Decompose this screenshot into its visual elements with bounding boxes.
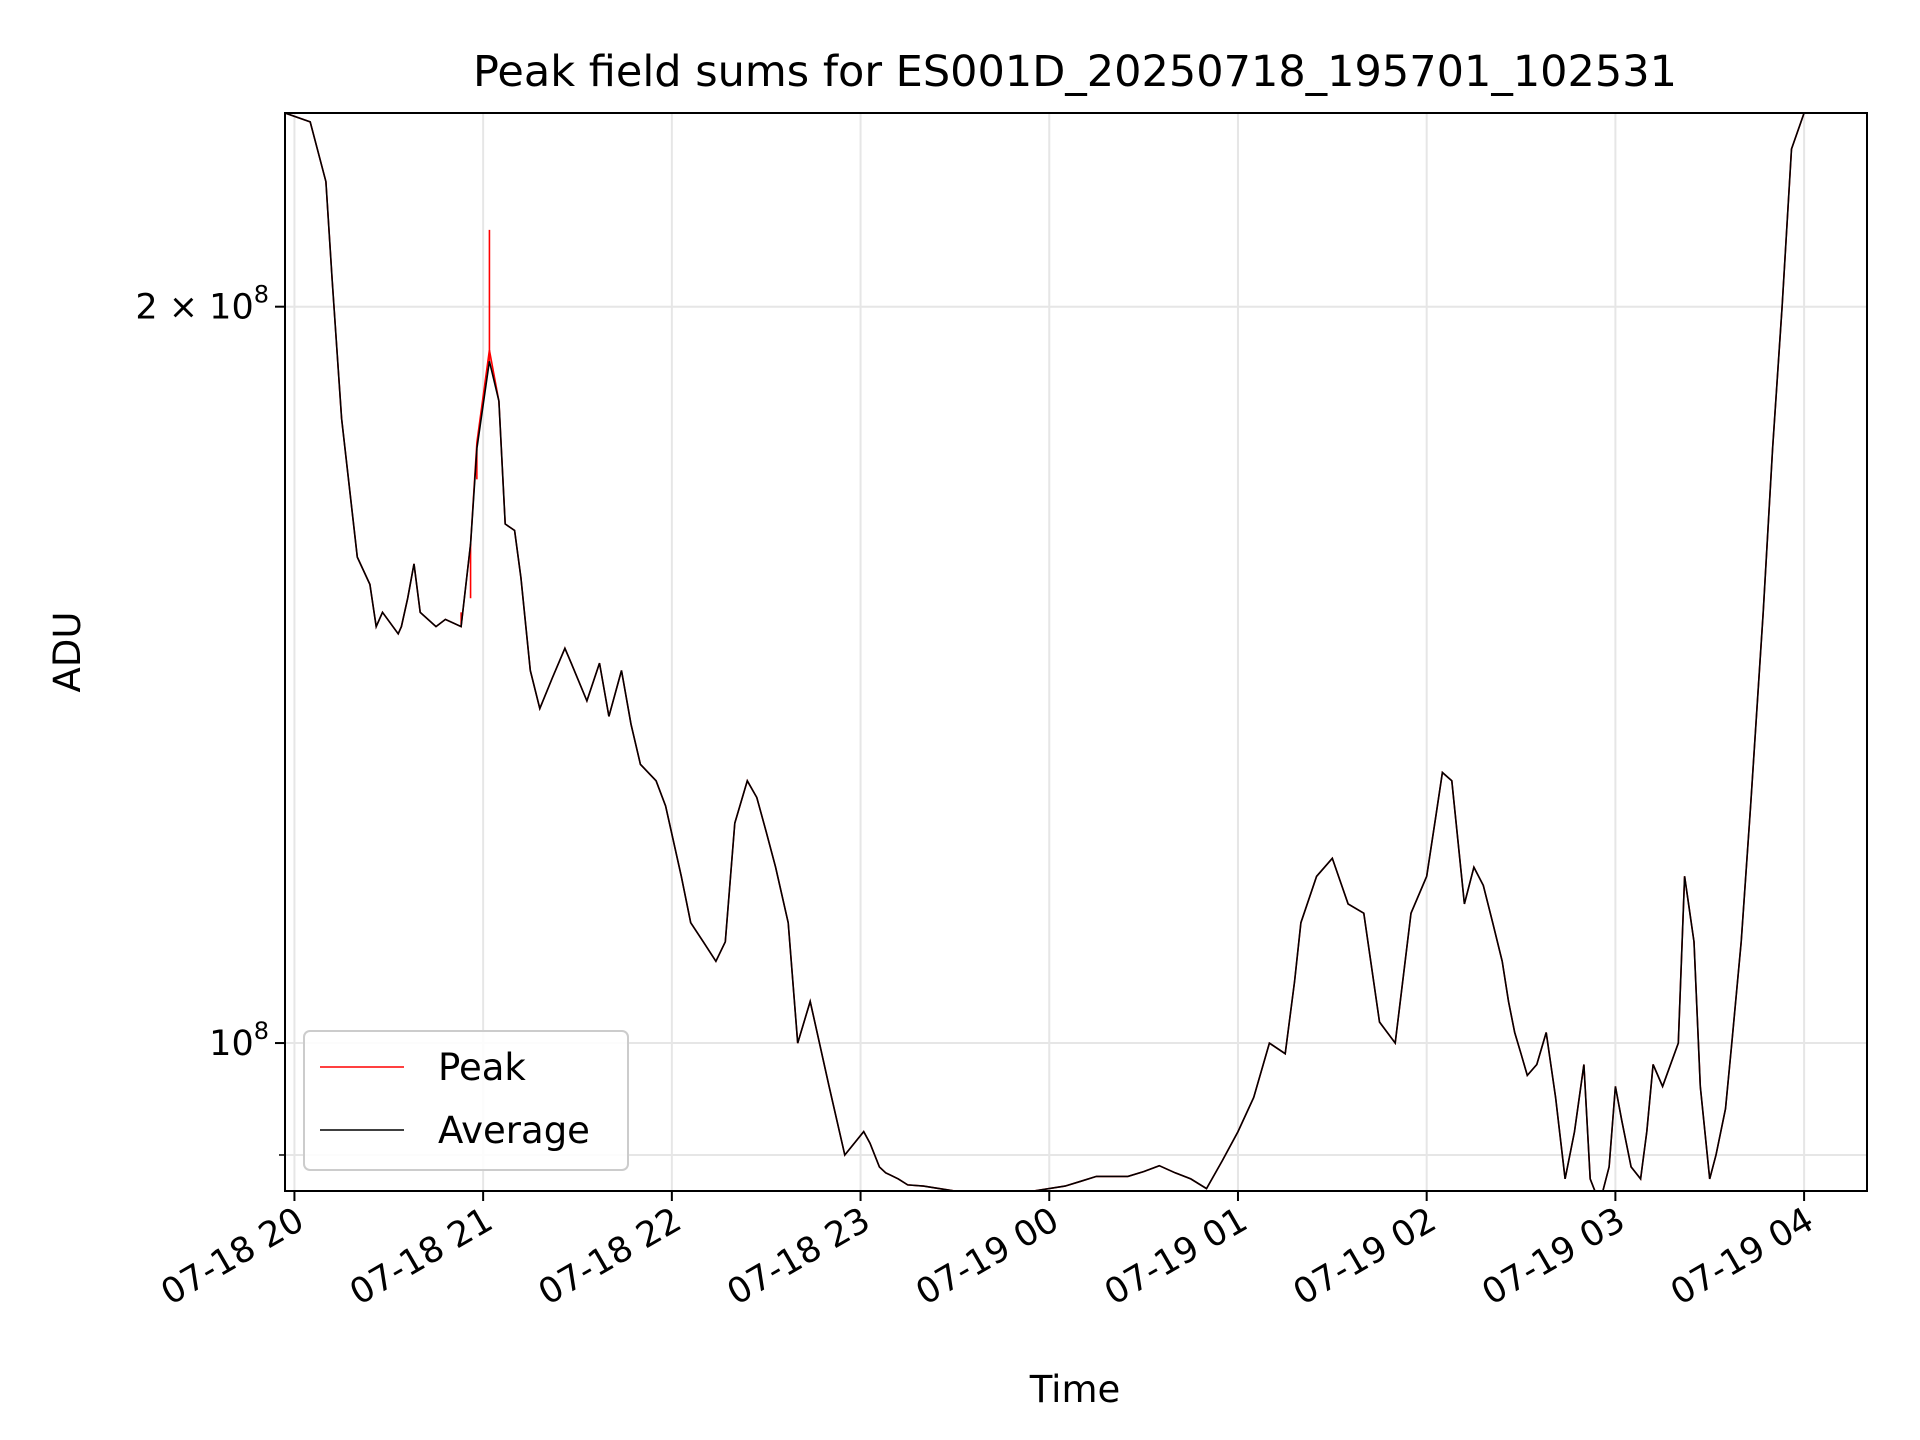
plot-frame [284,112,1868,1192]
x-axis-label: Time [1029,1368,1121,1411]
y-tick-label-times: × [158,288,210,328]
chart-title: Peak field sums for ES001D_20250718_1957… [473,47,1677,97]
y-tick-label-mantissa: 2 [135,288,157,328]
legend-label-peak: Peak [438,1046,526,1089]
grid [285,113,1867,1191]
y-tick-label-exp: 8 [254,1017,269,1045]
y-tick-label-exp: 8 [254,281,269,309]
legend-box [303,1030,629,1171]
y-axis-label: ADU [46,612,89,693]
series-line-average [285,113,1808,1191]
y-tick-label-base: 10 [209,288,254,328]
y-tick-label-base: 10 [209,1024,254,1064]
legend: Peak Average [303,1030,629,1171]
legend-label-average: Average [438,1109,590,1152]
series-layer [285,113,1808,1191]
y-tick-label: 108 [209,1017,269,1064]
y-tick-label: 2 × 108 [135,281,269,328]
